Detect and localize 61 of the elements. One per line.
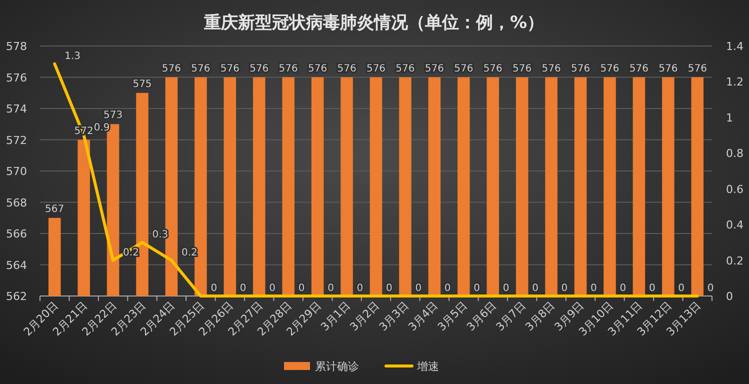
data-label: 576 xyxy=(220,63,240,74)
data-label: 573 xyxy=(103,110,123,122)
data-label: 0 xyxy=(415,283,422,294)
y-tick-label: 572 xyxy=(6,134,27,147)
data-label: 0 xyxy=(474,283,480,294)
data-label: 0 xyxy=(328,283,334,294)
data-label: 1.3 xyxy=(64,50,81,62)
data-label: 0 xyxy=(269,283,276,294)
data-label: 0 xyxy=(386,283,392,294)
data-label: 0 xyxy=(707,283,714,294)
y2-tick-label: 1.4 xyxy=(726,40,744,53)
data-label: 576 xyxy=(366,63,386,74)
data-label: 0 xyxy=(561,283,568,294)
data-label: 0 xyxy=(444,283,451,294)
y2-tick-label: 0.8 xyxy=(726,147,744,160)
data-label: 576 xyxy=(454,63,474,74)
data-label: 0 xyxy=(356,283,364,294)
data-label: 575 xyxy=(132,78,152,90)
data-label: 576 xyxy=(424,63,444,74)
data-label: 576 xyxy=(600,63,620,74)
data-label: 576 xyxy=(308,63,328,74)
data-label: 0 xyxy=(298,283,305,294)
data-label: 576 xyxy=(162,63,182,74)
data-label: 576 xyxy=(278,63,298,74)
data-label: 576 xyxy=(250,63,269,74)
chart-title: 重庆新型冠状病毒肺炎情况（单位：例，%） xyxy=(202,13,544,33)
data-label: 576 xyxy=(629,63,649,74)
legend-label: 累计确诊 xyxy=(315,360,359,373)
y2-tick-label: 0.2 xyxy=(726,254,744,268)
data-label: 576 xyxy=(658,63,678,74)
legend-label: 增速 xyxy=(416,360,439,373)
data-label: 0 xyxy=(532,283,538,294)
y2-tick-label: 0.4 xyxy=(726,218,744,232)
data-label: 0 xyxy=(240,283,246,294)
y-tick-label: 574 xyxy=(6,102,27,116)
y2-tick-label: 0.6 xyxy=(726,182,744,196)
data-label: 567 xyxy=(45,204,64,215)
y-tick-label: 564 xyxy=(6,258,27,272)
data-label: 0 xyxy=(678,283,685,294)
y-tick-label: 566 xyxy=(6,228,27,240)
y-tick-label: 570 xyxy=(6,165,27,178)
data-label: 0 xyxy=(502,283,510,294)
y-tick-label: 576 xyxy=(6,71,27,84)
data-label: 576 xyxy=(191,63,210,74)
y-tick-label: 562 xyxy=(6,290,27,303)
data-label: 576 xyxy=(688,63,707,74)
data-label: 0 xyxy=(590,283,597,294)
y2-tick-label: 0 xyxy=(726,290,733,303)
y-tick-label: 578 xyxy=(6,40,27,53)
data-label: 576 xyxy=(337,63,356,74)
data-label: 576 xyxy=(542,63,561,74)
data-label: 576 xyxy=(570,63,590,74)
data-label: 576 xyxy=(396,63,415,74)
data-label: 576 xyxy=(512,63,532,74)
data-label: 0 xyxy=(620,283,626,294)
y2-tick-label: 1 xyxy=(726,111,733,124)
y2-tick-label: 1.2 xyxy=(726,76,744,89)
data-label: 0 xyxy=(210,283,218,294)
data-label: 576 xyxy=(483,63,502,74)
y-tick-label: 568 xyxy=(6,196,27,210)
data-label: 0 xyxy=(648,283,656,294)
